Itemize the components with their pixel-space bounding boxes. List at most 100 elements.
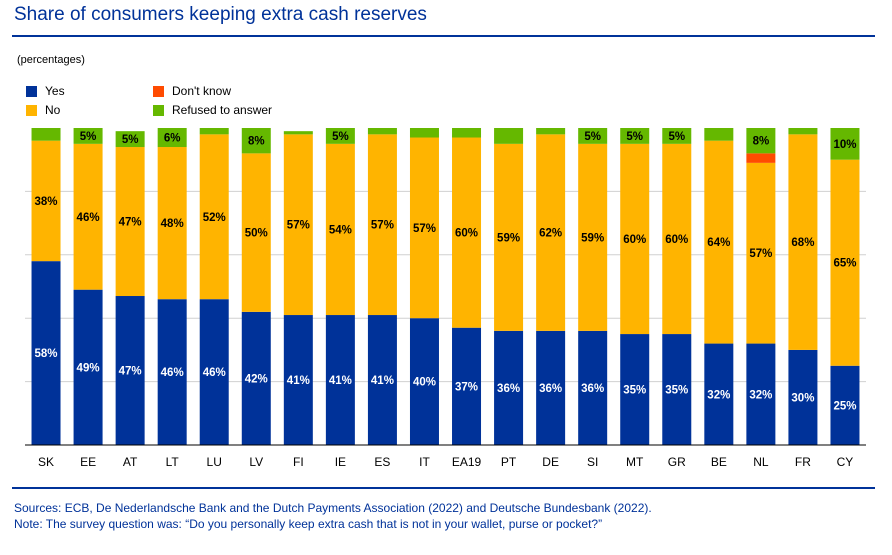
bar-ee-no: [73, 143, 103, 290]
bar-mt-refused-to-answer: [620, 128, 650, 144]
data-label-pt-yes: 36%: [497, 383, 520, 395]
bar-si-no: [578, 143, 608, 331]
x-tick-label-es: ES: [374, 455, 390, 469]
bar-es-refused-to-answer: [367, 128, 397, 135]
data-label-fi-no: 57%: [287, 220, 310, 232]
x-tick-label-cy: CY: [837, 455, 854, 469]
stacked-bar-chart: 58% 38% SK 49% 46% 5% EE 47% 47% 5% AT 46% 48% 6% LT 46…: [25, 128, 866, 469]
bar-de-refused-to-answer: [536, 128, 566, 135]
data-label-be-no: 64%: [707, 237, 730, 249]
bar-fi-no: [283, 134, 313, 316]
data-label-gr-refused-to-answer: 5%: [668, 131, 685, 143]
bar-ee-refused-to-answer: [73, 128, 103, 144]
legend-item-refused: Refused to answer: [153, 103, 272, 117]
data-label-at-no: 47%: [119, 217, 142, 229]
bar-lt-yes: [157, 299, 187, 445]
bar-de-no: [536, 134, 566, 331]
bar-lu-refused-to-answer: [199, 128, 229, 135]
bar-mt-no: [620, 143, 650, 335]
bar-gr-no: [662, 143, 692, 335]
data-label-nl-yes: 32%: [749, 389, 772, 401]
x-tick-label-nl: NL: [753, 455, 769, 469]
bar-be-refused-to-answer: [704, 128, 734, 141]
legend-label-dont-know: Don't know: [172, 84, 231, 98]
bar-be-no: [704, 140, 734, 344]
legend-swatch-refused: [153, 104, 164, 116]
data-label-cy-yes: 25%: [833, 400, 856, 412]
bar-gr-yes: [662, 334, 692, 445]
data-label-sk-yes: 58%: [35, 348, 58, 360]
bar-at-refused-to-answer: [115, 131, 145, 148]
bar-pt-refused-to-answer: [494, 128, 524, 144]
data-label-cy-refused-to-answer: 10%: [833, 139, 856, 151]
bar-ie-no: [325, 143, 355, 316]
data-label-nl-no: 57%: [749, 248, 772, 260]
bar-lt-no: [157, 147, 187, 300]
legend-swatch-yes: [26, 85, 37, 97]
bar-sk-no: [31, 140, 61, 262]
bar-pt-yes: [494, 330, 524, 445]
x-tick-label-si: SI: [587, 455, 598, 469]
data-label-lu-yes: 46%: [203, 367, 226, 379]
data-label-lt-yes: 46%: [161, 367, 184, 379]
bar-cy-refused-to-answer: [830, 128, 860, 160]
bar-nl-no: [746, 162, 776, 344]
data-label-ea19-no: 60%: [455, 228, 478, 240]
x-tick-label-ee: EE: [80, 455, 96, 469]
bar-ie-refused-to-answer: [325, 128, 355, 144]
data-label-ee-no: 46%: [77, 212, 100, 224]
legend-label-no: No: [45, 103, 61, 117]
bar-nl-refused-to-answer: [746, 128, 776, 154]
bar-sk-refused-to-answer: [31, 128, 61, 141]
bar-cy-no: [830, 159, 860, 366]
data-label-de-yes: 36%: [539, 383, 562, 395]
data-label-mt-no: 60%: [623, 234, 646, 246]
bar-be-yes: [704, 343, 734, 445]
bar-fi-refused-to-answer: [283, 131, 313, 135]
data-label-fr-no: 68%: [791, 237, 814, 249]
legend-label-yes: Yes: [45, 84, 65, 98]
bar-ea19-no: [452, 137, 482, 328]
data-label-ea19-yes: 37%: [455, 381, 478, 393]
survey-note: Note: The survey question was: “Do you p…: [14, 517, 603, 531]
bar-es-yes: [367, 315, 397, 445]
data-label-cy-no: 65%: [833, 258, 856, 270]
data-label-lt-refused-to-answer: 6%: [164, 133, 181, 145]
legend-item-dont-know: Don't know: [153, 84, 231, 98]
x-tick-label-be: BE: [711, 455, 727, 469]
chart-title: Share of consumers keeping extra cash re…: [14, 4, 427, 25]
bar-ea19-refused-to-answer: [452, 128, 482, 138]
data-label-fr-yes: 30%: [791, 392, 814, 404]
bar-ee-yes: [73, 289, 103, 445]
x-tick-label-at: AT: [123, 455, 138, 469]
data-label-ie-yes: 41%: [329, 375, 352, 387]
data-label-gr-yes: 35%: [665, 385, 688, 397]
data-label-it-yes: 40%: [413, 377, 436, 389]
bar-si-yes: [578, 330, 608, 445]
bar-lu-yes: [199, 299, 229, 445]
data-label-es-no: 57%: [371, 220, 394, 232]
data-label-ie-refused-to-answer: 5%: [332, 131, 349, 143]
x-tick-label-it: IT: [419, 455, 430, 469]
x-tick-label-sk: SK: [38, 455, 54, 469]
x-tick-label-de: DE: [542, 455, 559, 469]
footer-divider: [12, 487, 875, 489]
data-label-si-refused-to-answer: 5%: [584, 131, 601, 143]
data-label-pt-no: 59%: [497, 232, 520, 244]
data-label-at-yes: 47%: [119, 366, 142, 378]
bar-fi-yes: [283, 315, 313, 445]
bar-at-no: [115, 147, 145, 297]
data-label-ie-no: 54%: [329, 224, 352, 236]
data-label-nl-refused-to-answer: 8%: [753, 136, 770, 148]
sources-note: Sources: ECB, De Nederlandsche Bank and …: [14, 501, 652, 515]
data-label-sk-no: 38%: [35, 196, 58, 208]
data-label-lt-no: 48%: [161, 218, 184, 230]
legend-swatch-dont-know: [153, 85, 164, 97]
bar-at-yes: [115, 296, 145, 445]
x-tick-label-pt: PT: [501, 455, 517, 469]
x-tick-label-lu: LU: [207, 455, 222, 469]
bar-lt-refused-to-answer: [157, 128, 187, 148]
legend-item-no: No: [26, 103, 60, 117]
legend-item-yes: Yes: [26, 84, 65, 98]
bar-nl-yes: [746, 343, 776, 445]
